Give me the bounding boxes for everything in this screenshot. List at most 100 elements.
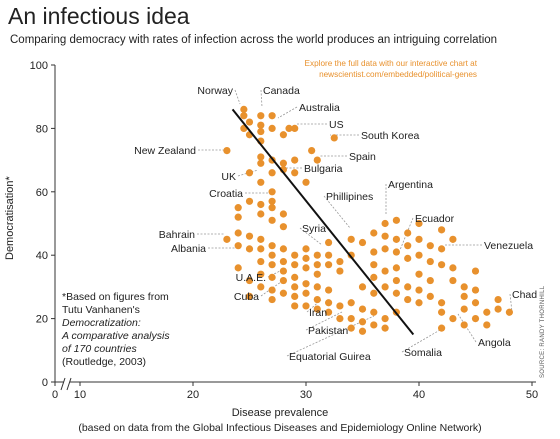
data-point xyxy=(291,292,299,301)
data-point xyxy=(279,210,287,218)
axes: 0 20 40 60 80 100 0 10 20 30 40 50 xyxy=(30,60,538,401)
country-label: Cuba xyxy=(234,291,259,303)
data-point xyxy=(257,178,265,186)
data-point xyxy=(460,292,468,301)
data-point xyxy=(494,305,502,313)
interactive-chart-note[interactable]: Explore the full data with our interacti… xyxy=(217,58,477,80)
data-point xyxy=(268,273,276,281)
data-point xyxy=(370,229,378,237)
y-tick-label: 20 xyxy=(36,314,48,326)
data-point xyxy=(302,254,310,262)
leader-line xyxy=(286,315,375,357)
country-label: Norway xyxy=(197,85,233,97)
footnote-line-3: Democratization: xyxy=(62,317,141,329)
y-tick-label: 40 xyxy=(36,250,48,262)
data-point xyxy=(494,295,502,304)
data-point xyxy=(370,248,378,256)
note-link[interactable]: newscientist.com/embedded/political-gene… xyxy=(319,70,477,79)
y-tick-label: 100 xyxy=(30,60,48,72)
data-point xyxy=(347,324,355,332)
data-point xyxy=(449,315,457,323)
footnote-line-6: (Routledge, 2003) xyxy=(62,356,147,368)
data-point xyxy=(257,112,265,120)
data-point xyxy=(404,295,412,304)
data-point xyxy=(245,292,254,301)
data-point xyxy=(291,302,299,310)
data-point xyxy=(302,302,310,310)
data-point xyxy=(308,146,316,155)
data-point xyxy=(438,245,446,253)
data-point xyxy=(291,124,299,132)
data-point xyxy=(245,276,254,285)
leader-line xyxy=(234,89,241,105)
leader-line xyxy=(509,293,513,313)
country-label: Argentina xyxy=(388,179,433,191)
data-point xyxy=(460,321,468,329)
data-point xyxy=(426,257,434,266)
data-point xyxy=(279,257,287,266)
data-point xyxy=(370,289,378,297)
data-point xyxy=(347,235,355,243)
data-point xyxy=(370,321,378,329)
data-point xyxy=(325,286,333,294)
data-point xyxy=(279,223,287,231)
data-point xyxy=(268,251,276,259)
data-point xyxy=(268,216,276,224)
country-label: Bahrain xyxy=(159,229,195,241)
data-point xyxy=(245,232,254,240)
data-point xyxy=(336,257,344,266)
leader-line xyxy=(277,106,298,119)
data-point xyxy=(257,283,265,291)
country-label: Venezuela xyxy=(484,240,533,252)
data-point xyxy=(381,267,389,275)
country-label: Syria xyxy=(302,223,326,235)
data-point xyxy=(336,315,344,323)
data-point xyxy=(257,257,265,266)
x-axis-sublabel: (based on data from the Global Infectiou… xyxy=(78,422,482,434)
data-point xyxy=(313,295,321,304)
data-point xyxy=(279,159,287,167)
x-tick-label: 40 xyxy=(413,389,425,401)
data-point xyxy=(240,105,248,113)
data-point xyxy=(302,178,310,186)
data-point xyxy=(234,229,242,237)
data-point xyxy=(279,245,287,253)
data-point xyxy=(325,251,333,259)
data-point xyxy=(302,245,310,253)
country-label: Australia xyxy=(299,102,340,114)
data-point xyxy=(438,324,446,332)
data-point xyxy=(245,118,254,126)
data-point xyxy=(291,251,299,259)
data-point xyxy=(404,283,412,291)
data-point xyxy=(381,245,389,253)
data-point xyxy=(449,276,457,285)
data-points xyxy=(223,105,513,335)
leader-line xyxy=(401,329,441,353)
data-point xyxy=(257,270,265,278)
data-point xyxy=(392,248,400,256)
data-point xyxy=(291,156,299,164)
data-point xyxy=(370,273,378,281)
footnote: *Based on figures from Tutu Vanhanen's D… xyxy=(62,291,170,369)
chart-subtitle: Comparing democracy with rates of infect… xyxy=(10,34,498,46)
data-point xyxy=(381,219,389,228)
data-point xyxy=(392,216,400,224)
data-point xyxy=(313,251,321,259)
source-credit: SOURCE: RANDY THORNHILL xyxy=(540,285,546,378)
country-label: Bulgaria xyxy=(304,163,343,175)
country-label: Albania xyxy=(171,243,206,255)
country-label: Canada xyxy=(263,85,300,97)
country-label: Somalia xyxy=(404,347,442,359)
data-point xyxy=(392,276,400,285)
y-axis-label: Democratisation* xyxy=(4,176,16,260)
footnote-line-1: *Based on figures from xyxy=(62,291,169,303)
data-point xyxy=(358,318,367,326)
data-point xyxy=(257,235,265,243)
data-point xyxy=(505,308,513,316)
country-labels: Norway Canada Australia US South Korea New Ze… xyxy=(134,85,537,363)
data-point xyxy=(358,238,367,247)
y-tick-label: 80 xyxy=(36,123,48,135)
data-point xyxy=(268,286,276,294)
country-label: Iran xyxy=(309,307,327,319)
